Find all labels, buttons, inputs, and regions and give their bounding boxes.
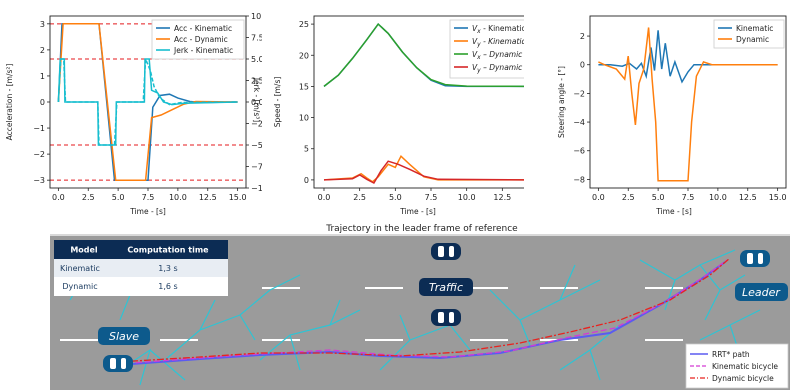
legend-label: Vx - Kinematic (472, 24, 524, 35)
table-cell: Kinematic (60, 264, 100, 273)
y-tick-label: 0 (304, 176, 309, 185)
series-line (598, 27, 778, 182)
x-tick-label: 0.0 (318, 193, 331, 202)
leader-car-icon (740, 250, 770, 267)
legend-label: Dynamic bicycle (712, 374, 774, 383)
table-header-model: Model (70, 246, 98, 255)
series-line (323, 160, 524, 184)
x-tick-label: 10.0 (169, 193, 187, 202)
y2-tick-label: 2.5 (251, 77, 262, 86)
y2-tick-label: 0.0 (251, 98, 262, 107)
y-tick-label: 5 (304, 145, 309, 154)
y-tick-label: 0 (580, 61, 585, 70)
x-tick-label: 15.0 (769, 193, 787, 202)
x-tick-label: 12.5 (199, 193, 217, 202)
steering-axis-label: Steering angle - [°] (557, 66, 566, 138)
slave-label: Slave (109, 330, 139, 343)
x-tick-label: 10.0 (458, 193, 476, 202)
scene-table: Model Computation time Kinematic 1,3 s D… (54, 240, 228, 296)
trajectory-paths (117, 257, 731, 366)
acceleration-x-axis-label: Time - [s] (129, 207, 166, 216)
y-tick-label: 15 (299, 82, 309, 91)
x-tick-label: 15.0 (229, 193, 247, 202)
y2-tick-label: −10.0 (251, 184, 262, 193)
x-tick-label: 7.5 (142, 193, 155, 202)
table-header-time: Computation time (127, 246, 209, 255)
x-tick-label: 2.5 (622, 193, 635, 202)
x-tick-label: 5.0 (112, 193, 125, 202)
legend-label: Vy – Dynamic (472, 63, 523, 74)
y-tick-label: −3 (33, 176, 45, 185)
series-line (323, 22, 524, 88)
legend-box (449, 19, 524, 79)
y2-tick-label: 5.0 (251, 55, 262, 64)
traffic-car-icon (431, 243, 461, 260)
x-tick-label: 5.0 (652, 193, 665, 202)
dynamic-path (117, 257, 731, 363)
y-tick-label: 25 (299, 20, 309, 29)
y2-tick-label: −2.5 (251, 120, 262, 129)
legend-label: Kinematic (736, 24, 773, 33)
leader-label: Leader (742, 286, 781, 299)
table-cell: 1,6 s (158, 282, 177, 291)
y2-tick-label: −5.0 (251, 141, 262, 150)
speed-chart: Speed - [m/s] Time - [s] 0.0 2.5 5.0 7.5 10.… (273, 15, 524, 216)
y-tick-label: 2 (580, 32, 585, 41)
y-tick-label: −4 (573, 118, 585, 127)
legend-label: Acc - Kinematic (174, 24, 232, 33)
acceleration-jerk-chart: Acceleration - [m/s²] Jerk - [m/s³] Time… (5, 12, 262, 216)
y2-tick-label: −7.5 (251, 163, 262, 172)
acceleration-axis-label: Acceleration - [m/s²] (5, 64, 14, 141)
slave-car-icon (103, 355, 133, 372)
y-tick-label: 3 (40, 20, 45, 29)
jerk-axis-label: Jerk - [m/s³] (252, 77, 261, 122)
traffic-car-icon (431, 309, 461, 326)
steering-angle-chart: Steering angle - [°] Time - [s] 0.0 2.5 5.… (557, 15, 787, 216)
x-tick-label: 5.0 (389, 193, 402, 202)
x-tick-label: 0.0 (52, 193, 65, 202)
y-tick-label: −2 (33, 150, 45, 159)
scene-legend: RRT* path Kinematic bicycle Dynamic bicy… (685, 343, 789, 389)
y2-tick-label: 10.0 (251, 12, 262, 21)
y-tick-label: −1 (33, 124, 45, 133)
legend-box (713, 19, 785, 49)
legend-label: Vy - Kinematic (472, 37, 524, 48)
legend-label: RRT* path (712, 350, 750, 359)
legend-label: Acc - Dynamic (174, 35, 228, 44)
scene-title: Trajectory in the leader frame of refere… (325, 224, 518, 234)
y-tick-label: 2 (40, 46, 45, 55)
y2-tick-label: 7.5 (251, 34, 262, 43)
x-tick-label: 10.0 (709, 193, 727, 202)
x-tick-label: 12.5 (493, 193, 511, 202)
lane-markings (60, 287, 683, 341)
y-tick-label: −6 (573, 147, 585, 156)
y-tick-label: −2 (573, 89, 585, 98)
steering-x-axis-label: Time - [s] (655, 207, 692, 216)
legend-label: Kinematic bicycle (712, 362, 778, 371)
legend-label: Dynamic (736, 35, 769, 44)
table-cell: 1,3 s (158, 264, 177, 273)
x-tick-label: 0.0 (592, 193, 605, 202)
x-tick-label: 12.5 (739, 193, 757, 202)
x-tick-label: 2.5 (82, 193, 95, 202)
series-line (57, 58, 238, 146)
x-tick-label: 7.5 (682, 193, 695, 202)
trajectory-scene: Trajectory in the leader frame of refere… (50, 224, 790, 390)
y-tick-label: −8 (573, 175, 585, 184)
table-cell: Dynamic (62, 282, 97, 291)
y-tick-label: 1 (40, 72, 45, 81)
traffic-label: Traffic (429, 281, 463, 294)
y-tick-label: 10 (299, 114, 309, 123)
x-tick-label: 2.5 (353, 193, 366, 202)
legend-label: Jerk - Kinematic (173, 46, 233, 55)
kinematic-path (117, 259, 728, 365)
speed-axis-label: Speed - [m/s] (273, 77, 282, 128)
speed-x-axis-label: Time - [s] (399, 207, 436, 216)
legend-label: Vx – Dynamic (472, 50, 523, 61)
x-tick-label: 7.5 (425, 193, 438, 202)
y-tick-label: 0 (40, 98, 45, 107)
y-tick-label: 20 (299, 51, 309, 60)
